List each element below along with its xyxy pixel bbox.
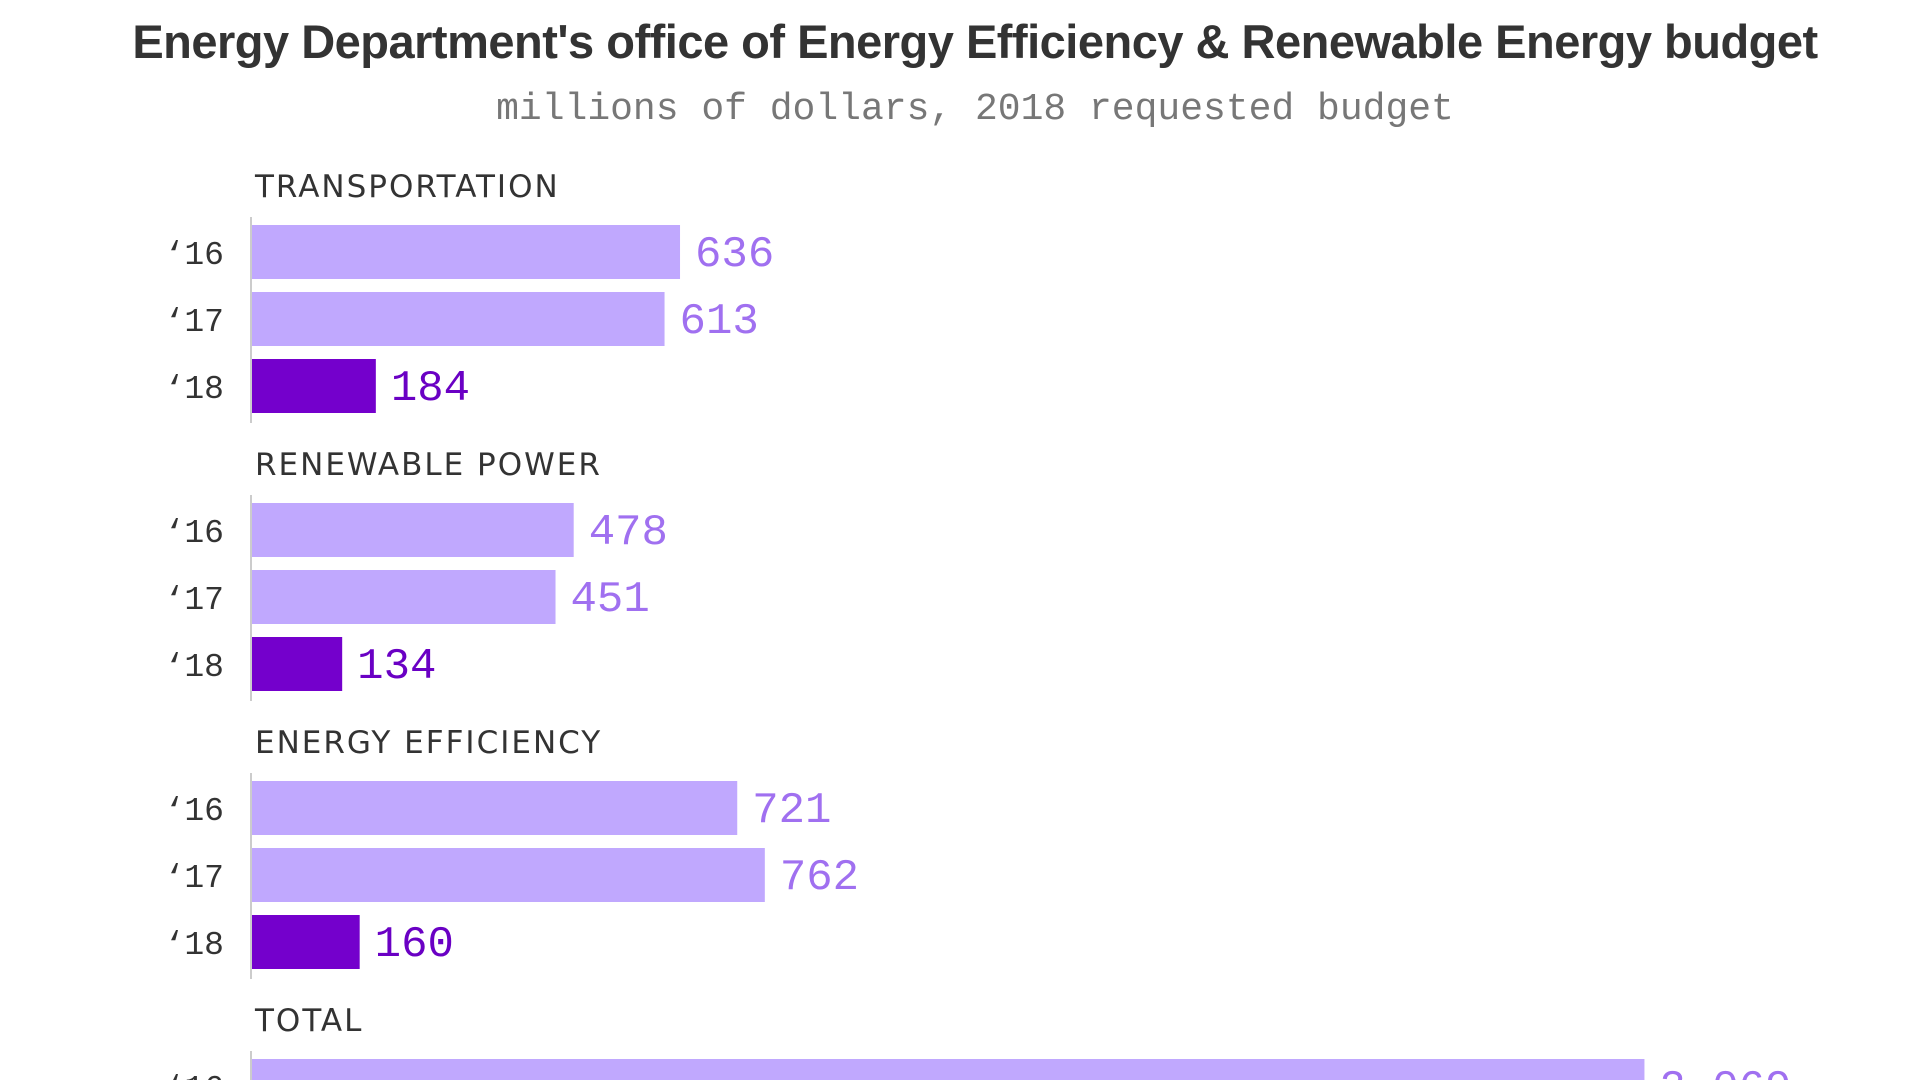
year-label: ‘18 <box>165 649 224 686</box>
bar <box>252 915 360 969</box>
year-label: ‘16 <box>165 793 224 830</box>
group-label: RENEWABLE POWER <box>255 447 602 483</box>
chart-title: Energy Department's office of Energy Eff… <box>132 15 1818 68</box>
value-label: 160 <box>375 920 454 970</box>
year-label: ‘16 <box>165 1071 224 1080</box>
value-label: 478 <box>589 508 668 558</box>
bar <box>252 570 556 624</box>
bar <box>252 292 665 346</box>
year-label: ‘16 <box>165 237 224 274</box>
year-label: ‘17 <box>165 304 224 341</box>
group-label: TRANSPORTATION <box>254 169 560 205</box>
value-label: 721 <box>752 786 831 836</box>
group-label: TOTAL <box>254 1003 363 1039</box>
value-label: 613 <box>680 297 759 347</box>
bar <box>252 225 681 279</box>
year-label: ‘17 <box>165 582 224 619</box>
value-label: 636 <box>695 230 774 280</box>
bar <box>252 1059 1645 1080</box>
bar <box>252 848 765 902</box>
bar <box>252 637 343 691</box>
group-label: ENERGY EFFICIENCY <box>255 725 602 761</box>
value-label: 451 <box>571 575 650 625</box>
year-label: ‘18 <box>165 371 224 408</box>
value-label: 184 <box>391 364 470 414</box>
bar <box>252 359 376 413</box>
bar <box>252 503 574 557</box>
year-label: ‘17 <box>165 860 224 897</box>
value-label: 762 <box>780 853 859 903</box>
value-label: 134 <box>357 642 436 692</box>
year-label: ‘16 <box>165 515 224 552</box>
bar <box>252 781 738 835</box>
year-label: ‘18 <box>165 927 224 964</box>
chart-subtitle: millions of dollars, 2018 requested budg… <box>496 88 1454 131</box>
value-label: 2,069 <box>1659 1064 1791 1080</box>
